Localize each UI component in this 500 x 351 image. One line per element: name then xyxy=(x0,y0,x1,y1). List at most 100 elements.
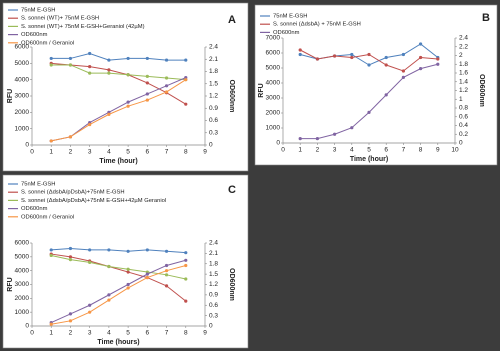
data-point xyxy=(49,139,53,143)
y-tick-label: 4000 xyxy=(266,80,281,87)
y2-tick-label: 0.2 xyxy=(459,131,468,138)
data-point xyxy=(298,48,302,52)
y2-tick-label: 1.2 xyxy=(209,281,218,288)
series-line xyxy=(51,62,187,105)
data-point xyxy=(419,42,423,46)
x-tick-label: 8 xyxy=(184,149,188,156)
data-point xyxy=(384,93,388,97)
data-point xyxy=(107,71,111,75)
y2-tick-label: 1 xyxy=(459,96,463,103)
data-point xyxy=(145,98,149,102)
x-tick-label: 4 xyxy=(107,330,111,337)
y2-tick-label: 2 xyxy=(459,52,463,59)
data-point xyxy=(184,102,188,106)
y-axis-label: RFU xyxy=(258,83,265,97)
y-tick-label: 3000 xyxy=(15,93,30,100)
data-point xyxy=(88,51,92,56)
data-point xyxy=(126,104,130,108)
data-point xyxy=(384,55,388,60)
data-point xyxy=(145,74,149,78)
x-tick-label: 2 xyxy=(69,330,73,337)
y2-tick-label: 0.3 xyxy=(209,312,218,319)
panel xyxy=(254,4,498,166)
y-tick-label: 0 xyxy=(25,323,29,330)
y2-tick-label: 0.9 xyxy=(209,292,218,299)
legend-label: 75nM E-GSH xyxy=(21,182,55,188)
data-point xyxy=(126,73,130,77)
y2-tick-label: 0.6 xyxy=(209,302,218,309)
x-tick-label: 1 xyxy=(49,149,53,156)
y2-tick-label: 0.8 xyxy=(459,105,468,112)
x-tick-label: 5 xyxy=(126,330,130,337)
data-point xyxy=(350,126,354,130)
y-tick-label: 0 xyxy=(276,140,280,147)
data-point xyxy=(164,58,169,62)
y2-axis-label: OD600nm xyxy=(228,80,235,113)
series-line xyxy=(51,259,186,323)
y2-tick-label: 1.6 xyxy=(459,70,468,77)
data-point xyxy=(184,299,188,303)
x-tick-label: 4 xyxy=(107,149,111,156)
y-tick-label: 6000 xyxy=(266,50,281,57)
y2-tick-label: 0 xyxy=(459,140,463,147)
legend-label: OD600nm xyxy=(21,206,48,212)
data-point xyxy=(68,56,73,61)
y2-tick-label: 2.4 xyxy=(459,35,468,42)
y2-axis-label: OD600nm xyxy=(228,268,235,301)
x-tick-label: 3 xyxy=(333,147,337,154)
data-point xyxy=(419,55,423,60)
y2-tick-label: 0 xyxy=(209,142,213,149)
legend-label: OD600nm xyxy=(21,32,48,38)
x-tick-label: 4 xyxy=(350,147,354,154)
data-point xyxy=(164,249,169,253)
data-point xyxy=(298,52,302,57)
panel xyxy=(2,2,249,172)
y-tick-label: 4000 xyxy=(15,76,30,83)
data-point xyxy=(384,63,388,67)
panel-title: A xyxy=(228,14,236,26)
y2-tick-label: 1.5 xyxy=(209,80,218,87)
x-tick-label: 6 xyxy=(146,330,150,337)
y-tick-label: 6000 xyxy=(15,44,30,51)
data-point xyxy=(333,54,337,58)
data-point xyxy=(68,63,73,67)
data-point xyxy=(184,277,188,281)
x-tick-label: 0 xyxy=(30,330,34,337)
y2-tick-label: 1.8 xyxy=(459,61,468,68)
data-point xyxy=(145,248,149,252)
series-line xyxy=(51,248,186,254)
x-axis-label: Time (hour) xyxy=(99,158,137,165)
data-point xyxy=(68,135,73,139)
x-axis-label: Time (hours) xyxy=(97,339,139,346)
y-tick-label: 3000 xyxy=(15,281,30,288)
legend-label: S. sonnei (ΔdsbA) + 75nM E-GSH xyxy=(273,22,361,28)
data-point xyxy=(68,255,73,259)
data-point xyxy=(126,100,130,104)
data-point xyxy=(126,267,130,271)
data-point xyxy=(107,112,111,116)
data-point xyxy=(350,55,354,60)
data-point xyxy=(107,293,111,297)
legend-label: S. sonnei (WT)+ 75nM E-GSH xyxy=(21,16,99,22)
data-point xyxy=(315,57,319,61)
x-tick-label: 3 xyxy=(88,330,92,337)
data-point xyxy=(68,312,73,316)
series-line xyxy=(51,253,187,302)
data-point xyxy=(401,52,405,57)
x-tick-label: 6 xyxy=(146,149,150,156)
data-point xyxy=(145,275,149,280)
data-point xyxy=(88,248,92,252)
data-point xyxy=(145,56,149,61)
data-point xyxy=(88,65,92,69)
y2-tick-label: 0.3 xyxy=(209,129,218,136)
series-line xyxy=(51,79,187,142)
y-tick-label: 1000 xyxy=(266,125,281,132)
panel-title: B xyxy=(482,12,490,24)
series-line xyxy=(51,64,186,81)
data-point xyxy=(298,137,302,141)
y-axis-label: RFU xyxy=(7,89,14,103)
x-tick-label: 9 xyxy=(203,149,207,156)
legend-label: S. sonnei (ΔdsbA/pDsbA)+75nM E-GSH xyxy=(21,190,125,196)
data-point xyxy=(164,84,169,88)
